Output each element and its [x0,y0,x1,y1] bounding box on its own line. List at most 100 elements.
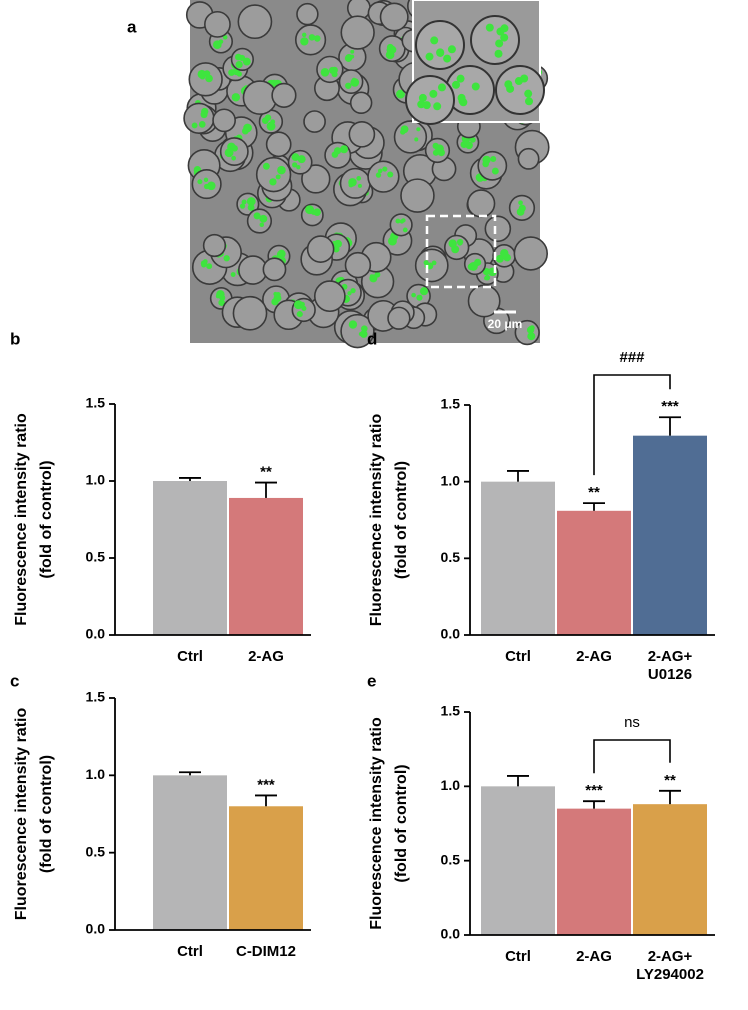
cell [313,280,346,313]
y-tick-label: 0.5 [441,549,461,565]
cell [296,2,319,26]
y-axis-label: (fold of control) [393,764,410,882]
y-tick-label: 1.5 [441,703,461,719]
fluor [485,23,494,32]
fluor [375,172,382,178]
fluor [218,299,225,307]
fluor [333,239,342,248]
fluor [416,127,421,132]
fluor [301,305,307,311]
fluor [402,227,408,233]
fluor [506,84,515,93]
fluor [494,49,503,58]
fluor [296,311,303,318]
fluor [247,204,255,211]
fluor [456,74,465,83]
cell [246,208,273,234]
fluor [275,174,281,180]
y-axis-label: (fold of control) [38,460,55,578]
y-tick-label: 0.0 [86,921,106,937]
fluor [300,37,309,46]
panel-label: b [10,329,20,348]
fluor [236,71,242,77]
fluor [420,289,426,295]
fluor [503,253,511,262]
fluor [518,200,523,206]
fluor [482,267,491,276]
y-tick-label: 1.0 [441,777,461,793]
fluor [200,260,208,267]
fluor [458,97,467,106]
fluor [259,222,265,228]
fluor [382,166,388,172]
y-axis-label: Fluorescence intensity ratio [368,717,385,930]
cell [387,306,411,330]
y-tick-label: 0.5 [441,851,461,867]
bar [481,786,555,935]
y-axis-label: Fluorescence intensity ratio [13,708,30,921]
fluor [456,238,464,246]
comparison-bracket [593,739,671,774]
cell [237,4,273,40]
comparison-label: ns [624,714,640,731]
fluor [348,178,357,187]
fluor [443,54,452,63]
comparison-bracket [593,374,671,476]
y-tick-label: 0.5 [86,549,106,565]
fluor [396,89,405,99]
fluor [345,82,352,89]
fluor [395,218,401,224]
fluor [414,137,419,142]
fluor [216,290,225,299]
cell [513,236,548,271]
fluor [223,255,230,262]
fluor [514,77,523,86]
fluor [468,261,478,271]
fluor [528,325,534,331]
bar [153,775,227,930]
fluor [291,153,300,162]
cell [183,102,215,134]
fluor [359,330,368,338]
significance: ** [260,464,272,481]
fluor [277,249,286,258]
x-tick-label: 2-AG+ LY294002 [636,948,704,983]
fluor [500,24,509,33]
bar [229,497,303,635]
fluor [400,129,406,135]
fluor [524,89,533,98]
cell [405,75,455,125]
cell [212,108,236,133]
fluor [471,82,480,91]
fluor [518,204,526,212]
fluor [301,32,307,38]
comparison-label: ### [619,349,645,366]
fluor [433,102,442,111]
fluor [423,260,429,266]
significance: *** [257,776,275,793]
cell [271,82,297,108]
fluor [387,171,394,178]
cell [389,213,413,237]
y-tick-label: 0.0 [86,626,106,642]
fluor [350,49,355,54]
fluor [425,52,434,61]
bar [153,481,227,635]
y-axis-label: (fold of control) [38,755,55,873]
fluor [264,114,272,121]
x-tick-label: 2-AG [576,648,612,665]
scale-bar-label: 20 μm [488,317,523,331]
x-tick-label: C-DIM12 [235,943,296,960]
fluor [350,288,356,294]
fluor [377,168,383,174]
cell [202,233,227,258]
fluor [432,149,440,156]
fluor [297,155,306,164]
fluor [465,141,473,150]
cell [367,160,400,193]
fluor [411,292,416,298]
fluor [451,245,460,254]
y-axis-label: Fluorescence intensity ratio [368,414,385,627]
fluor [296,165,301,170]
